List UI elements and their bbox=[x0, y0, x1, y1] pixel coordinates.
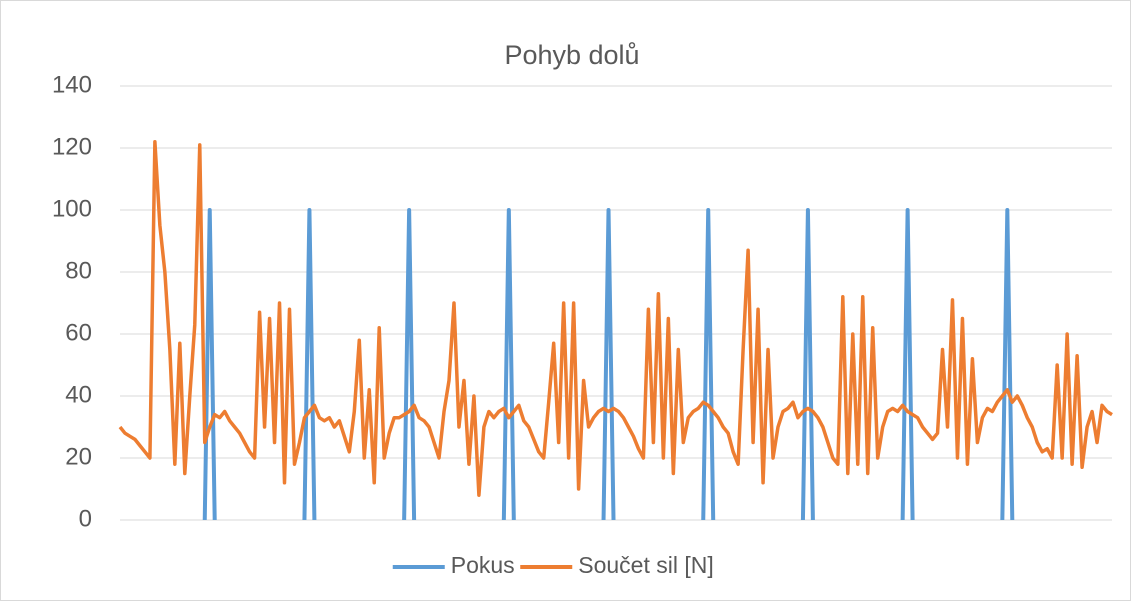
series-line bbox=[118, 140, 1113, 497]
y-tick-label: 20 bbox=[65, 443, 92, 470]
legend-label: Pokus bbox=[451, 552, 515, 578]
y-tick-label: 140 bbox=[52, 71, 92, 98]
y-tick-label: 40 bbox=[65, 381, 92, 408]
y-tick-label: 80 bbox=[65, 257, 92, 284]
series-line bbox=[202, 208, 1015, 521]
y-tick-label: 120 bbox=[52, 133, 92, 160]
y-tick-label: 100 bbox=[52, 195, 92, 222]
legend-label: Součet sil [N] bbox=[578, 552, 714, 578]
chart-title: Pohyb dolů bbox=[504, 40, 639, 70]
y-tick-label: 60 bbox=[65, 319, 92, 346]
y-tick-label: 0 bbox=[79, 505, 92, 532]
